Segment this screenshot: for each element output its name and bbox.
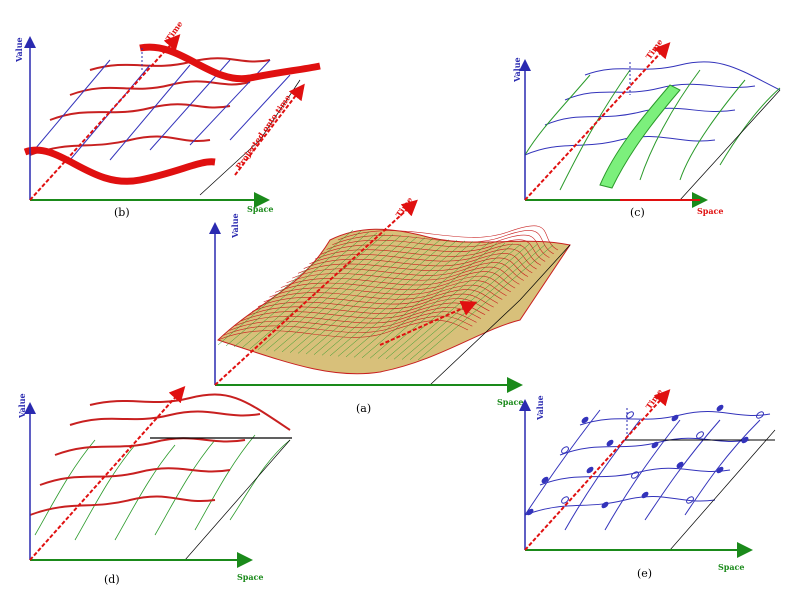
sample-point <box>756 411 764 419</box>
sample-point <box>526 508 534 516</box>
panel-e-space-label: Space <box>718 562 745 572</box>
sample-point <box>606 439 614 447</box>
panel-c-caption: (c) <box>630 206 645 219</box>
panel-d: Value Space (d) <box>17 386 292 586</box>
sample-point <box>561 496 569 504</box>
sample-point <box>686 496 694 504</box>
panel-d-value-label: Value <box>17 393 27 419</box>
panel-b-band-front <box>23 146 216 185</box>
panel-a-space-label: Space <box>497 397 524 407</box>
panel-e-surface <box>524 409 776 551</box>
panel-a-value-label: Value <box>230 213 240 239</box>
panel-e-sample-points <box>526 404 764 516</box>
panel-a-time-label: Time <box>393 195 414 219</box>
panel-b: Value Space Time Projected onto time (b) <box>14 19 321 219</box>
panel-a: Value Space Time (a) <box>209 195 571 415</box>
panel-b-value-label: Value <box>14 37 24 63</box>
panel-b-band-back <box>139 43 321 83</box>
panel-d-time-axis <box>29 386 186 561</box>
panel-a-surface <box>217 225 571 386</box>
sample-point <box>626 411 634 419</box>
panel-a-time-axis <box>214 199 418 386</box>
panel-e-time-label: Time <box>643 387 664 411</box>
sample-point <box>676 461 684 469</box>
panel-c-space-label: Space <box>697 206 724 216</box>
panel-d-caption: (d) <box>104 573 120 586</box>
panel-c-surface <box>524 61 781 201</box>
panel-b-surface <box>29 57 301 196</box>
sample-point <box>586 466 594 474</box>
panel-c: Value Space Time (c) <box>512 37 781 219</box>
sample-point <box>716 404 724 412</box>
panel-b-space-label: Space <box>247 204 274 214</box>
sample-point <box>671 414 679 422</box>
sample-point <box>601 501 609 509</box>
panel-c-time-axis <box>524 42 671 201</box>
sample-point <box>741 436 749 444</box>
sample-point <box>581 416 589 424</box>
panel-d-surface <box>29 393 292 561</box>
sample-point <box>541 476 549 484</box>
sample-point <box>641 491 649 499</box>
panel-b-time-label: Time <box>163 19 184 43</box>
panel-e-value-label: Value <box>535 395 545 421</box>
panel-a-caption: (a) <box>356 402 371 415</box>
panel-c-value-label: Value <box>512 57 522 83</box>
panel-c-highlight-strip <box>599 84 681 189</box>
panel-c-time-label: Time <box>643 37 664 61</box>
panel-e-time-axis <box>524 389 671 551</box>
panel-e: Value Space Time (e) <box>519 387 776 580</box>
sample-point <box>696 431 704 439</box>
sample-point <box>561 446 569 454</box>
panel-b-caption: (b) <box>114 206 130 219</box>
sample-point <box>631 471 639 479</box>
sample-point <box>716 466 724 474</box>
panel-e-caption: (e) <box>637 567 652 580</box>
sample-point <box>651 441 659 449</box>
panel-d-space-label: Space <box>237 572 264 582</box>
